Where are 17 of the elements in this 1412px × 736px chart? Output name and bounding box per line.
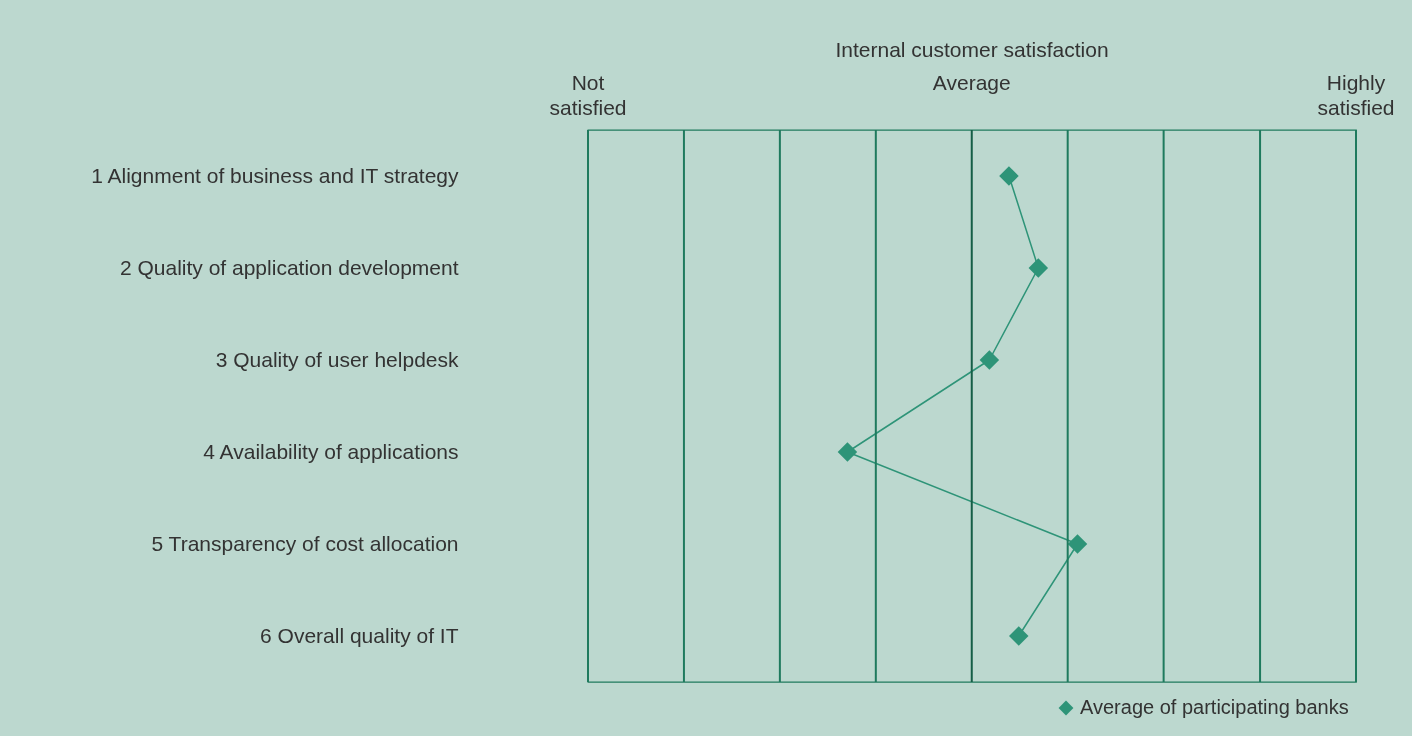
point [1028, 258, 1049, 278]
y-tick-label: 2 Quality of application development [119, 255, 459, 279]
point [999, 166, 1019, 186]
y-tick-label: 3 Quality of user helpdesk [215, 347, 459, 371]
text: Internal customer satisfaction [835, 38, 1109, 61]
ref-line-label: Average [932, 71, 1011, 94]
ref-line-label: Not satisfied [549, 71, 627, 119]
point [1009, 626, 1029, 646]
y-tick-label: 4 Availability of applications [203, 439, 459, 463]
point [979, 350, 1000, 370]
legend-label: Average of participating banks [1080, 696, 1349, 718]
point [1067, 534, 1088, 554]
point [837, 442, 858, 462]
ref-line-label: Highly satisfied [1317, 71, 1395, 119]
y-tick-label: 6 Overall quality of IT [260, 623, 459, 647]
y-tick-label: 5 Transparency of cost allocation [151, 531, 459, 555]
y-tick-label: 1 Alignment of business and IT strategy [91, 163, 459, 187]
